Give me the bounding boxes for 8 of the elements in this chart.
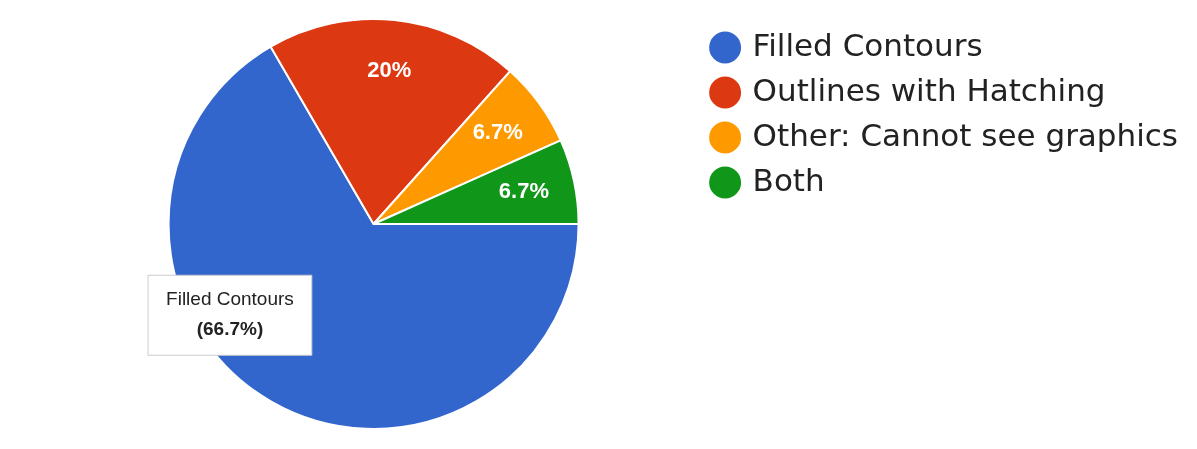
data-label: 6.7% bbox=[472, 119, 523, 145]
legend-label: Outlines with Hatching bbox=[752, 71, 1106, 108]
data-label: 20% bbox=[367, 57, 412, 83]
legend-label: Other: Cannot see graphics bbox=[752, 116, 1178, 153]
data-label: 6.7% bbox=[498, 177, 549, 203]
legend-label: Filled Contours bbox=[752, 26, 983, 63]
legend-label: Both bbox=[752, 161, 825, 198]
text: Filled Contours (66.7%) bbox=[166, 288, 294, 340]
